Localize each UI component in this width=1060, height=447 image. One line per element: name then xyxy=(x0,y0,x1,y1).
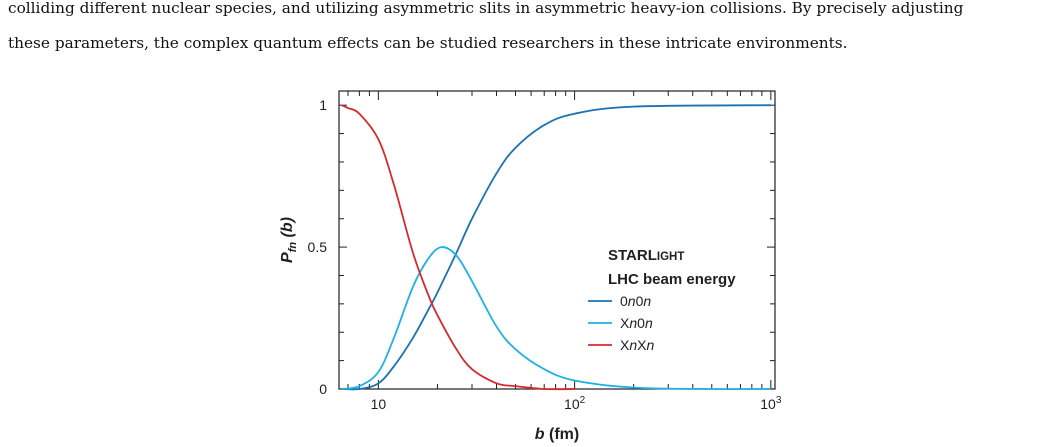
plot-frame xyxy=(338,90,776,390)
legend-label-0n0n: 0n0n xyxy=(620,293,651,309)
paragraph-line-2: these parameters, the complex quantum ef… xyxy=(8,34,848,52)
x-axis-title: b (fm) xyxy=(535,426,579,443)
paragraph-line-1: colliding different nuclear species, and… xyxy=(8,0,964,17)
legend-label-xnxn: XnXn xyxy=(620,337,654,353)
legend-subtitle: LHC beam energy xyxy=(608,271,736,288)
series-curves xyxy=(341,104,771,391)
axis-labels: 10 102 103 0 0.5 1 b (fm) Pfn (b) xyxy=(279,97,782,443)
legend: STARLIGHT LHC beam energy 0n0n Xn0n XnXn xyxy=(588,247,736,353)
legend-label-xn0n: Xn0n xyxy=(620,315,653,331)
y-axis-title: Pfn (b) xyxy=(279,217,299,263)
x-tick-label: 103 xyxy=(760,395,782,412)
axis-ticks xyxy=(339,91,775,390)
series-line-0n0n xyxy=(341,104,771,391)
series-line-xn0n xyxy=(341,246,771,391)
pfn-chart: 10 102 103 0 0.5 1 b (fm) Pfn (b) STARLIGHT LHC … xyxy=(279,90,782,443)
x-tick-label: 10 xyxy=(371,396,387,412)
legend-title: STARLIGHT xyxy=(608,247,684,264)
y-tick-label: 0 xyxy=(319,381,327,397)
series-line-xnxn xyxy=(341,104,575,391)
x-tick-label: 102 xyxy=(564,395,586,412)
y-tick-label: 0.5 xyxy=(308,239,328,255)
y-tick-label: 1 xyxy=(319,97,327,113)
